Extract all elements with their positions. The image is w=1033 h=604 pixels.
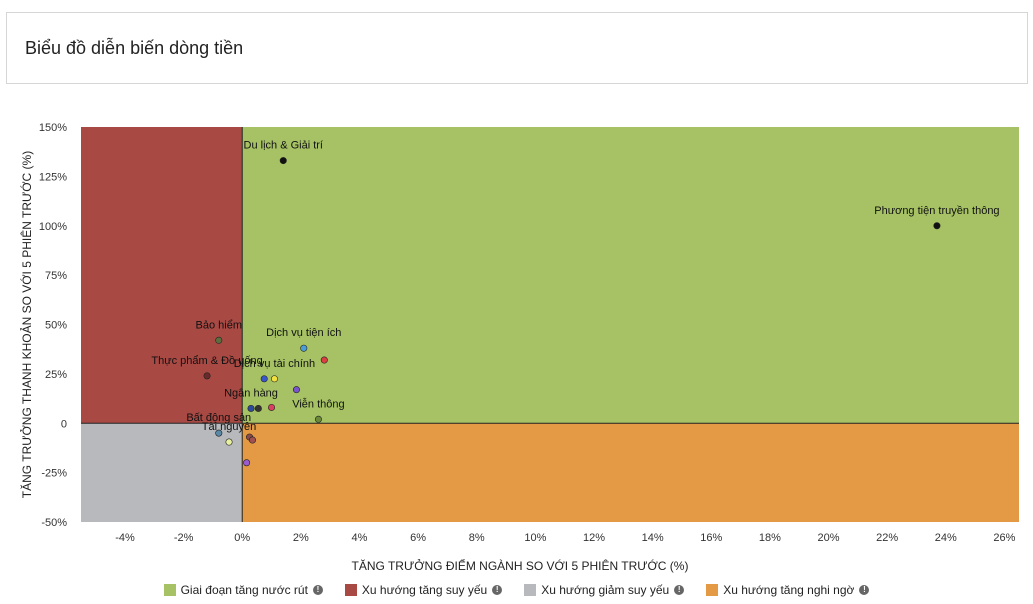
info-icon[interactable]: ! (674, 585, 685, 595)
x-tick-label: 10% (524, 532, 546, 544)
point-label: Dịch vụ tài chính (234, 358, 315, 370)
chart-legend: Giai đoạn tăng nước rút! Xu hướng tăng su… (0, 580, 1033, 600)
y-tick-label: 75% (45, 270, 67, 282)
info-icon[interactable]: ! (859, 585, 870, 595)
data-point[interactable] (270, 375, 278, 383)
quadrant-bottom-left (81, 423, 243, 522)
x-tick-label: 0% (234, 532, 250, 544)
y-tick-label: 150% (39, 122, 67, 134)
data-point[interactable] (268, 403, 276, 411)
data-point[interactable] (215, 336, 223, 344)
point-label: Du lịch & Giải trí (244, 140, 323, 152)
point-label: Tài nguyên (202, 421, 256, 433)
y-tick-label: 125% (39, 171, 67, 183)
data-point[interactable] (300, 344, 308, 352)
data-point[interactable] (248, 436, 256, 444)
x-tick-label: 20% (817, 532, 839, 544)
data-point[interactable] (279, 157, 287, 165)
info-icon[interactable]: ! (492, 585, 503, 595)
legend-swatch (344, 584, 357, 596)
legend-label: Xu hướng tăng nghi ngờ (723, 583, 855, 597)
legend-label: Giai đoạn tăng nước rút (180, 583, 308, 597)
legend-swatch (706, 584, 719, 596)
legend-swatch (163, 584, 176, 596)
y-tick-label: 100% (39, 221, 67, 233)
y-tick-label: 50% (45, 320, 67, 332)
data-point[interactable] (215, 429, 223, 437)
quadrant-top-right (242, 127, 1019, 424)
data-point[interactable] (247, 404, 255, 412)
chart-axes (81, 127, 1019, 522)
x-tick-label: -4% (115, 532, 135, 544)
point-label: Dịch vụ tiện ích (266, 327, 341, 339)
y-tick-label: -50% (41, 517, 67, 529)
point-label: Bất động sản (186, 412, 251, 424)
quadrant-top-left (81, 127, 243, 424)
point-label: Viễn thông (292, 397, 344, 410)
data-point[interactable] (225, 438, 233, 446)
info-icon[interactable]: ! (312, 585, 323, 595)
x-tick-label: 26% (993, 532, 1015, 544)
y-tick-label: 25% (45, 369, 67, 381)
data-point[interactable] (260, 375, 268, 383)
cashflow-scatter-chart: -4% -2% 0% 2% 4% 6% 8% 10% 12% 14% 16% 18% 20% 22% 24%… (19, 122, 1019, 573)
point-label: Ngân hàng (224, 387, 278, 399)
data-point[interactable] (203, 372, 211, 380)
x-tick-label: -2% (174, 532, 194, 544)
data-point[interactable] (320, 356, 328, 364)
legend-item[interactable]: Xu hướng tăng nghi ngờ! (706, 583, 870, 597)
x-tick-label: 22% (876, 532, 898, 544)
x-tick-label: 16% (700, 532, 722, 544)
x-tick-label: 18% (759, 532, 781, 544)
y-tick-label: 0 (61, 418, 67, 430)
legend-label: Xu hướng tăng suy yếu (361, 583, 488, 597)
data-point[interactable] (933, 222, 941, 230)
x-tick-label: 4% (352, 532, 368, 544)
x-tick-label: 6% (410, 532, 426, 544)
data-point[interactable] (254, 404, 262, 412)
tick-labels: -4% -2% 0% 2% 4% 6% 8% 10% 12% 14% 16% 18% 20% 22% 24%… (39, 122, 1016, 544)
legend-item[interactable]: Giai đoạn tăng nước rút! (163, 583, 323, 597)
data-point[interactable] (292, 386, 300, 394)
x-tick-label: 12% (583, 532, 605, 544)
x-axis-title: TĂNG TRƯỞNG ĐIỂM NGÀNH SO VỚI 5 PHIÊN TR… (352, 558, 689, 573)
legend-item[interactable]: Xu hướng giảm suy yếu! (524, 583, 685, 597)
data-points: Du lịch & Giải trí Phương tiện truyền thô… (151, 140, 1000, 467)
point-label: Thực phẩm & Đồ uống (151, 355, 262, 367)
point-label: Bảo hiểm (196, 319, 242, 331)
quadrant-backgrounds (81, 127, 1019, 522)
x-tick-label: 14% (642, 532, 664, 544)
legend-label: Xu hướng giảm suy yếu (541, 583, 670, 597)
point-label: Phương tiện truyền thông (874, 205, 999, 217)
quadrant-bottom-right (242, 423, 1019, 522)
legend-item[interactable]: Xu hướng tăng suy yếu! (344, 583, 503, 597)
data-point[interactable] (243, 459, 251, 467)
page-title: Biểu đồ diễn biến dòng tiền (25, 38, 244, 58)
y-axis-title: TĂNG TRƯỞNG THANH KHOẢN SO VỚI 5 PHIÊN T… (19, 151, 34, 498)
chart-title-card: Biểu đồ diễn biến dòng tiền (6, 12, 1028, 84)
x-tick-label: 24% (935, 532, 957, 544)
y-tick-label: -25% (41, 468, 67, 480)
data-point[interactable] (314, 415, 322, 423)
legend-swatch (524, 584, 537, 596)
x-tick-label: 2% (293, 532, 309, 544)
x-tick-label: 8% (469, 532, 485, 544)
